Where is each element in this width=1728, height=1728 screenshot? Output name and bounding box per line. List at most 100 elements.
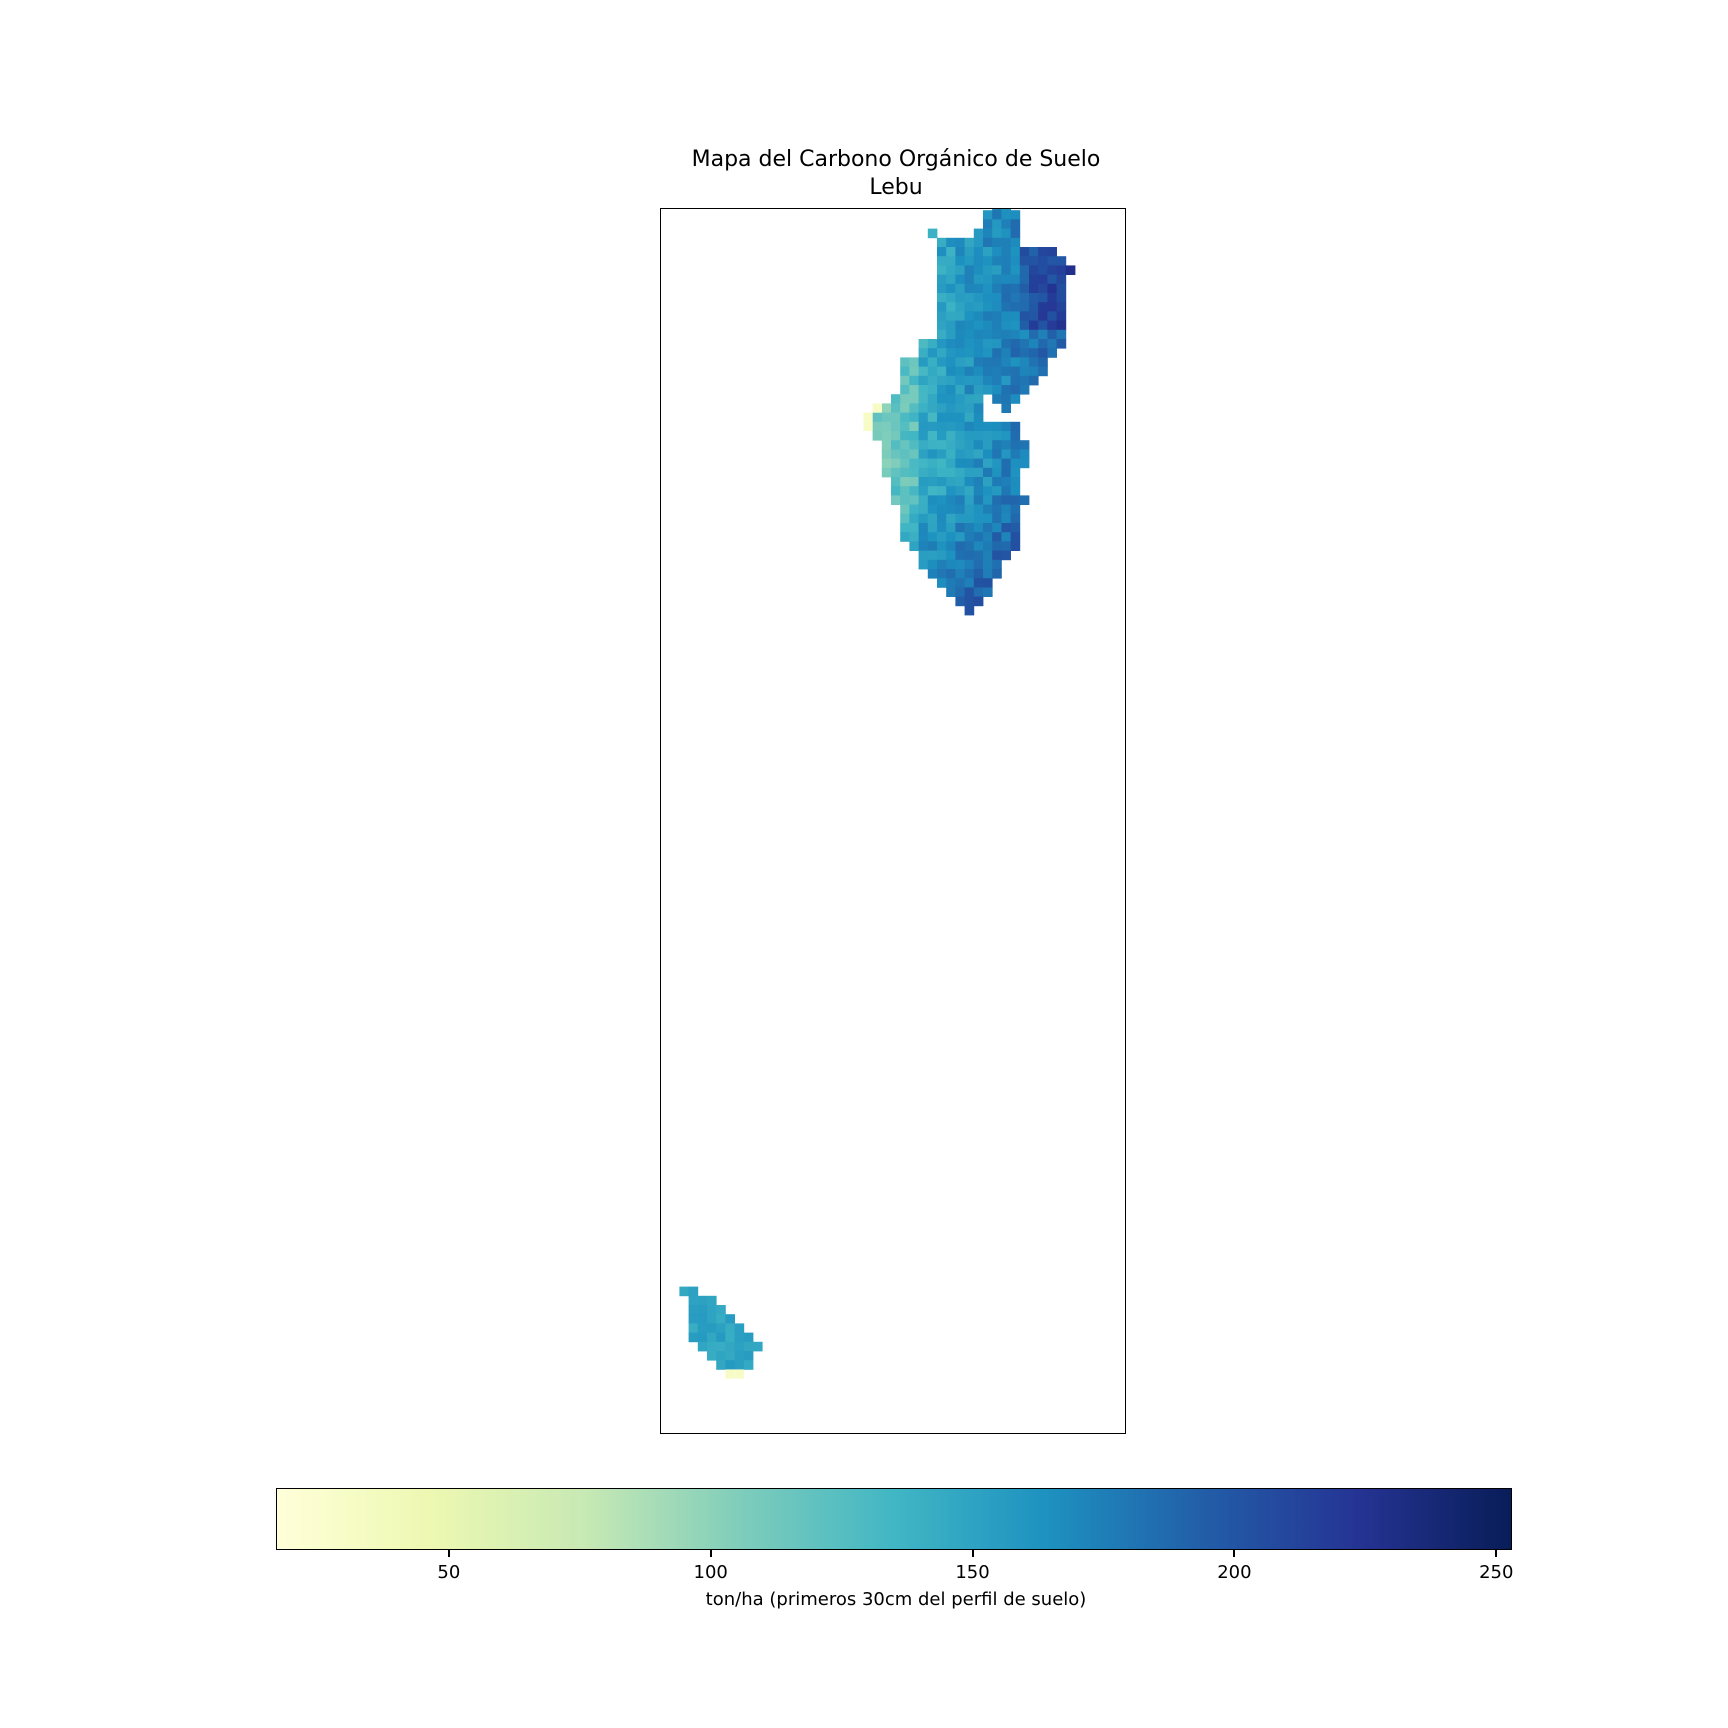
raster-cell bbox=[937, 283, 947, 294]
raster-cell bbox=[918, 541, 929, 551]
raster-cell bbox=[955, 293, 965, 303]
raster-cell bbox=[909, 477, 919, 487]
raster-cell bbox=[734, 1332, 745, 1343]
raster-cell bbox=[909, 385, 919, 395]
raster-cell bbox=[955, 329, 965, 340]
raster-cell bbox=[955, 339, 965, 349]
raster-cell bbox=[1001, 431, 1011, 441]
raster-cell bbox=[983, 541, 993, 551]
raster-cell bbox=[983, 578, 993, 588]
raster-cell bbox=[881, 467, 892, 478]
raster-cell bbox=[964, 578, 975, 588]
raster-cell bbox=[909, 366, 919, 377]
raster-cell bbox=[1047, 311, 1057, 321]
raster-cell bbox=[900, 431, 910, 441]
raster-cell bbox=[743, 1360, 754, 1370]
raster-cell bbox=[1001, 486, 1011, 496]
raster-cell bbox=[983, 348, 993, 358]
raster-cell bbox=[909, 513, 919, 524]
raster-cell bbox=[983, 366, 993, 377]
raster-cell bbox=[964, 513, 975, 524]
raster-cell bbox=[983, 559, 993, 570]
raster-cell bbox=[992, 569, 1002, 579]
raster-cell bbox=[697, 1295, 708, 1306]
raster-cell bbox=[734, 1351, 745, 1361]
raster-cell bbox=[937, 357, 947, 367]
raster-cell bbox=[955, 311, 965, 321]
raster-cell bbox=[725, 1341, 735, 1352]
raster-cell bbox=[900, 366, 910, 377]
raster-cell bbox=[973, 320, 984, 331]
raster-cell bbox=[918, 486, 929, 496]
raster-cell bbox=[1019, 302, 1030, 312]
raster-cell bbox=[909, 495, 919, 505]
raster-cell bbox=[1029, 247, 1039, 257]
raster-cell bbox=[973, 541, 984, 551]
raster-cell bbox=[743, 1332, 754, 1343]
raster-cell bbox=[1029, 375, 1039, 386]
raster-cell bbox=[946, 302, 956, 312]
raster-cell bbox=[946, 477, 956, 487]
raster-cell bbox=[872, 421, 883, 432]
raster-cell bbox=[964, 283, 975, 294]
raster-cell bbox=[909, 440, 919, 450]
raster-cell bbox=[1029, 302, 1039, 312]
raster-cell bbox=[1019, 283, 1030, 294]
raster-cell bbox=[937, 550, 947, 561]
raster-cell bbox=[946, 467, 956, 478]
raster-cell bbox=[881, 458, 892, 469]
raster-cell bbox=[1010, 210, 1021, 220]
raster-cell bbox=[983, 228, 993, 239]
raster-cell bbox=[707, 1341, 717, 1352]
raster-cell bbox=[964, 329, 975, 340]
raster-cell bbox=[983, 210, 993, 220]
raster-cell bbox=[1010, 431, 1021, 441]
raster-cell bbox=[955, 431, 965, 441]
raster-cell bbox=[918, 467, 929, 478]
raster-cell bbox=[946, 412, 956, 423]
raster-cell bbox=[1010, 348, 1021, 358]
raster-cell bbox=[973, 559, 984, 570]
raster-cell bbox=[955, 578, 965, 588]
colorbar-tick bbox=[1495, 1550, 1498, 1557]
raster-cell bbox=[937, 486, 947, 496]
raster-cell bbox=[725, 1351, 735, 1361]
raster-cell bbox=[946, 394, 956, 404]
raster-cell bbox=[1010, 541, 1021, 551]
raster-cell bbox=[955, 412, 965, 423]
raster-cell bbox=[983, 449, 993, 459]
raster-cell bbox=[927, 403, 938, 413]
raster-cell bbox=[937, 247, 947, 257]
raster-cell bbox=[697, 1332, 708, 1343]
raster-cell bbox=[992, 339, 1002, 349]
raster-cell bbox=[927, 357, 938, 367]
raster-cell bbox=[1010, 467, 1021, 478]
raster-cell bbox=[725, 1332, 735, 1343]
raster-cell bbox=[992, 209, 1002, 211]
raster-cell bbox=[937, 366, 947, 377]
raster-cell bbox=[1019, 449, 1030, 459]
raster-cell bbox=[973, 431, 984, 441]
raster-cell bbox=[716, 1351, 726, 1361]
raster-cell bbox=[964, 550, 975, 561]
raster-cell bbox=[909, 532, 919, 542]
raster-cell bbox=[964, 357, 975, 367]
raster-cell bbox=[918, 412, 929, 423]
raster-cell bbox=[918, 403, 929, 413]
raster-cell bbox=[891, 458, 901, 469]
raster-cell bbox=[1001, 458, 1011, 469]
raster-cell bbox=[992, 228, 1002, 239]
raster-cell bbox=[973, 532, 984, 542]
raster-cell bbox=[964, 348, 975, 358]
raster-cell bbox=[891, 467, 901, 478]
raster-cell bbox=[964, 394, 975, 404]
raster-cell bbox=[1001, 311, 1011, 321]
raster-cell bbox=[1047, 339, 1057, 349]
raster-cell bbox=[946, 513, 956, 524]
raster-cell bbox=[1001, 209, 1011, 211]
raster-cell bbox=[1001, 550, 1011, 561]
raster-cell bbox=[927, 486, 938, 496]
raster-cell bbox=[955, 357, 965, 367]
raster-cell bbox=[1038, 339, 1048, 349]
raster-cell bbox=[992, 256, 1002, 266]
